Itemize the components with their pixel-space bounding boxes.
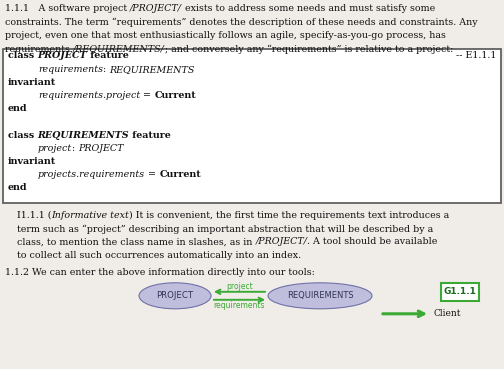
Text: ; and conversely any “requirements” is relative to a project:: ; and conversely any “requirements” is r… [165, 45, 453, 54]
Ellipse shape [268, 283, 372, 309]
Text: feature: feature [87, 52, 129, 61]
Text: =: = [145, 170, 159, 179]
Text: to collect all such occurrences automatically into an index.: to collect all such occurrences automati… [5, 251, 301, 260]
Text: project: project [38, 144, 72, 153]
Text: class: class [8, 131, 37, 140]
Text: =: = [140, 91, 154, 100]
Bar [3, 48, 501, 203]
Text: REQUIREMENTS: REQUIREMENTS [287, 291, 353, 300]
FancyBboxPatch shape [441, 283, 479, 301]
Text: PROJECT: PROJECT [37, 52, 87, 61]
Text: requirements: requirements [5, 45, 73, 54]
Text: :: : [72, 144, 79, 153]
Text: /PROJECT/: /PROJECT/ [130, 4, 182, 13]
Text: -- E1.1.1: -- E1.1.1 [456, 52, 496, 61]
Text: requirements: requirements [38, 65, 103, 74]
Text: project, even one that most enthusiastically follows an agile, specify-as-you-go: project, even one that most enthusiastic… [5, 31, 446, 40]
Text: REQUIREMENTS: REQUIREMENTS [109, 65, 195, 74]
Text: projects.requirements: projects.requirements [38, 170, 145, 179]
Text: term such as “project” describing an important abstraction that will be describe: term such as “project” describing an imp… [5, 224, 433, 234]
Text: end: end [8, 183, 28, 193]
Text: invariant: invariant [8, 157, 56, 166]
Text: I1.1.1 (: I1.1.1 ( [5, 211, 51, 220]
Text: requirements: requirements [214, 301, 265, 310]
Text: Client: Client [434, 309, 462, 318]
Text: :: : [103, 65, 109, 74]
Text: class: class [8, 52, 37, 61]
Text: 1.1.2 We can enter the above information directly into our tools:: 1.1.2 We can enter the above information… [5, 268, 315, 277]
Text: REQUIREMENTS: REQUIREMENTS [37, 131, 129, 140]
Text: end: end [8, 104, 28, 113]
Text: project: project [226, 282, 253, 291]
Text: invariant: invariant [8, 78, 56, 87]
Text: PROJECT: PROJECT [79, 144, 124, 153]
Text: G1.1.1: G1.1.1 [444, 287, 476, 296]
Text: class, to mention the class name in slashes, as in: class, to mention the class name in slas… [5, 237, 256, 246]
Text: PROJECT: PROJECT [156, 291, 194, 300]
Text: /PROJECT/: /PROJECT/ [256, 237, 307, 246]
Text: exists to address some needs and must satisfy some: exists to address some needs and must sa… [182, 4, 435, 13]
Text: /REQUIREMENTS/: /REQUIREMENTS/ [73, 45, 165, 54]
Text: . A tool should be available: . A tool should be available [307, 237, 438, 246]
Text: Informative text: Informative text [51, 211, 130, 220]
Text: Current: Current [159, 170, 201, 179]
Text: feature: feature [129, 131, 171, 140]
Text: requirements.project: requirements.project [38, 91, 140, 100]
Ellipse shape [139, 283, 211, 309]
Text: ) It is convenient, the first time the requirements text introduces a: ) It is convenient, the first time the r… [130, 211, 450, 220]
Text: constraints. The term “requirements” denotes the description of these needs and : constraints. The term “requirements” den… [5, 17, 478, 27]
Text: 1.1.1  A software project: 1.1.1 A software project [5, 4, 130, 13]
Text: Current: Current [154, 91, 196, 100]
